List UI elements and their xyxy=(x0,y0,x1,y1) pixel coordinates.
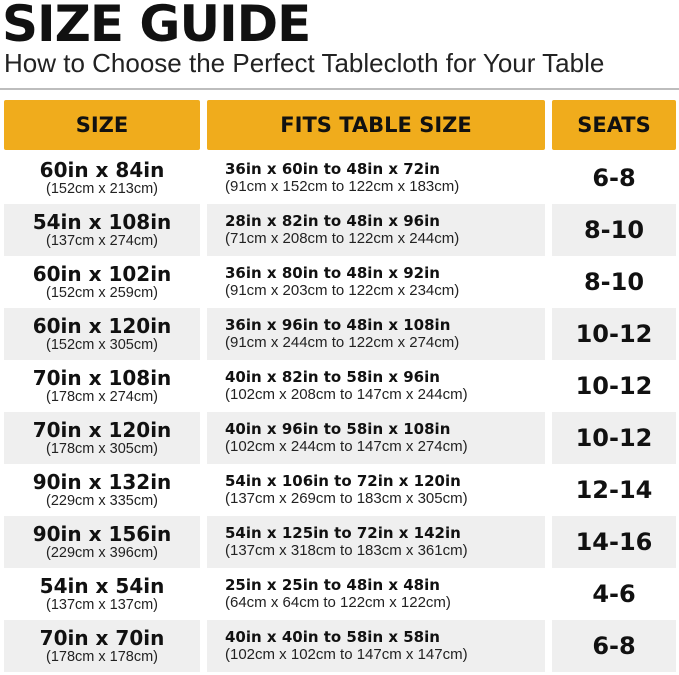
seats-cell: 6-8 xyxy=(552,152,676,204)
size-cell: 70in x 70in (178cm x 178cm) xyxy=(4,620,200,672)
size-cm: (178cm x 274cm) xyxy=(45,388,158,405)
fits-cell: 25in x 25in to 48in x 48in (64cm x 64cm … xyxy=(207,568,545,620)
seats-cell: 8-10 xyxy=(552,204,676,256)
seats-value: 4-6 xyxy=(592,580,636,608)
seats-cell: 10-12 xyxy=(552,412,676,464)
size-inches: 60in x 102in xyxy=(32,261,172,286)
fits-inches: 25in x 25in to 48in x 48in xyxy=(225,576,440,594)
fits-cm: (102cm x 208cm to 147cm x 244cm) xyxy=(225,386,468,403)
fits-cell: 54in x 106in to 72in x 120in (137cm x 26… xyxy=(207,464,545,516)
seats-cell: 10-12 xyxy=(552,308,676,360)
size-inches: 54in x 54in xyxy=(39,573,165,598)
fits-cm: (64cm x 64cm to 122cm x 122cm) xyxy=(225,594,451,611)
seats-value: 8-10 xyxy=(583,216,645,244)
seats-value: 10-12 xyxy=(575,372,653,400)
fits-cm: (102cm x 102cm to 147cm x 147cm) xyxy=(225,646,468,663)
size-inches: 90in x 156in xyxy=(32,521,172,546)
size-cell: 70in x 120in (178cm x 305cm) xyxy=(4,412,200,464)
table-row: 90in x 132in (229cm x 335cm) 54in x 106i… xyxy=(4,464,676,516)
table-row: 70in x 108in (178cm x 274cm) 40in x 82in… xyxy=(4,360,676,412)
size-cm: (152cm x 305cm) xyxy=(45,336,158,353)
header-size: SIZE xyxy=(4,100,200,150)
page-title: SIZE GUIDE xyxy=(2,0,311,53)
fits-cm: (137cm x 318cm to 183cm x 361cm) xyxy=(225,542,468,559)
fits-cell: 40in x 82in to 58in x 96in (102cm x 208c… xyxy=(207,360,545,412)
table-row: 60in x 120in (152cm x 305cm) 36in x 96in… xyxy=(4,308,676,360)
table-row: 60in x 102in (152cm x 259cm) 36in x 80in… xyxy=(4,256,676,308)
header-seats: SEATS xyxy=(552,100,676,150)
table-row: 54in x 108in (137cm x 274cm) 28in x 82in… xyxy=(4,204,676,256)
fits-inches: 36in x 60in to 48in x 72in xyxy=(225,160,440,178)
seats-cell: 10-12 xyxy=(552,360,676,412)
table-row: 70in x 120in (178cm x 305cm) 40in x 96in… xyxy=(4,412,676,464)
size-cm: (152cm x 213cm) xyxy=(45,180,158,197)
seats-cell: 6-8 xyxy=(552,620,676,672)
fits-cell: 40in x 40in to 58in x 58in (102cm x 102c… xyxy=(207,620,545,672)
seats-value: 8-10 xyxy=(583,268,645,296)
fits-cell: 54in x 125in to 72in x 142in (137cm x 31… xyxy=(207,516,545,568)
size-table: SIZE FITS TABLE SIZE SEATS 60in x 84in (… xyxy=(4,100,676,672)
size-cm: (152cm x 259cm) xyxy=(45,284,158,301)
fits-cell: 28in x 82in to 48in x 96in (71cm x 208cm… xyxy=(207,204,545,256)
size-cm: (137cm x 274cm) xyxy=(45,232,158,249)
size-cell: 90in x 156in (229cm x 396cm) xyxy=(4,516,200,568)
size-inches: 70in x 108in xyxy=(32,365,172,390)
divider xyxy=(0,88,679,90)
fits-cm: (91cm x 152cm to 122cm x 183cm) xyxy=(225,178,460,195)
page-subtitle: How to Choose the Perfect Tablecloth for… xyxy=(4,48,605,78)
size-cell: 70in x 108in (178cm x 274cm) xyxy=(4,360,200,412)
size-inches: 70in x 120in xyxy=(32,417,172,442)
table-header: SIZE FITS TABLE SIZE SEATS xyxy=(4,100,676,150)
size-cell: 90in x 132in (229cm x 335cm) xyxy=(4,464,200,516)
seats-value: 10-12 xyxy=(575,424,653,452)
fits-inches: 40in x 40in to 58in x 58in xyxy=(225,628,440,646)
fits-inches: 40in x 96in to 58in x 108in xyxy=(225,420,451,438)
seats-value: 6-8 xyxy=(592,164,636,192)
table-row: 70in x 70in (178cm x 178cm) 40in x 40in … xyxy=(4,620,676,672)
size-cm: (229cm x 396cm) xyxy=(45,544,158,561)
table-row: 54in x 54in (137cm x 137cm) 25in x 25in … xyxy=(4,568,676,620)
size-inches: 90in x 132in xyxy=(32,469,172,494)
fits-cell: 36in x 96in to 48in x 108in (91cm x 244c… xyxy=(207,308,545,360)
seats-cell: 8-10 xyxy=(552,256,676,308)
seats-cell: 4-6 xyxy=(552,568,676,620)
size-inches: 70in x 70in xyxy=(39,625,165,650)
size-cell: 54in x 54in (137cm x 137cm) xyxy=(4,568,200,620)
fits-cm: (137cm x 269cm to 183cm x 305cm) xyxy=(225,490,468,507)
size-cell: 60in x 102in (152cm x 259cm) xyxy=(4,256,200,308)
size-cell: 60in x 120in (152cm x 305cm) xyxy=(4,308,200,360)
size-cm: (178cm x 305cm) xyxy=(45,440,158,457)
fits-cm: (91cm x 244cm to 122cm x 274cm) xyxy=(225,334,460,351)
fits-cell: 36in x 80in to 48in x 92in (91cm x 203cm… xyxy=(207,256,545,308)
fits-inches: 54in x 106in to 72in x 120in xyxy=(225,472,461,490)
size-cm: (178cm x 178cm) xyxy=(45,648,158,665)
fits-inches: 54in x 125in to 72in x 142in xyxy=(225,524,461,542)
fits-inches: 36in x 80in to 48in x 92in xyxy=(225,264,440,282)
fits-cm: (91cm x 203cm to 122cm x 234cm) xyxy=(225,282,460,299)
size-cell: 54in x 108in (137cm x 274cm) xyxy=(4,204,200,256)
size-inches: 60in x 84in xyxy=(39,157,165,182)
seats-cell: 12-14 xyxy=(552,464,676,516)
table-row: 60in x 84in (152cm x 213cm) 36in x 60in … xyxy=(4,152,676,204)
size-inches: 60in x 120in xyxy=(32,313,172,338)
seats-value: 6-8 xyxy=(592,632,636,660)
seats-value: 14-16 xyxy=(575,528,653,556)
fits-cell: 36in x 60in to 48in x 72in (91cm x 152cm… xyxy=(207,152,545,204)
fits-inches: 36in x 96in to 48in x 108in xyxy=(225,316,451,334)
seats-value: 10-12 xyxy=(575,320,653,348)
fits-cell: 40in x 96in to 58in x 108in (102cm x 244… xyxy=(207,412,545,464)
fits-cm: (102cm x 244cm to 147cm x 274cm) xyxy=(225,438,468,455)
size-cm: (137cm x 137cm) xyxy=(45,596,158,613)
header-fits: FITS TABLE SIZE xyxy=(207,100,545,150)
seats-value: 12-14 xyxy=(575,476,653,504)
size-cell: 60in x 84in (152cm x 213cm) xyxy=(4,152,200,204)
fits-inches: 40in x 82in to 58in x 96in xyxy=(225,368,440,386)
size-inches: 54in x 108in xyxy=(32,209,172,234)
fits-inches: 28in x 82in to 48in x 96in xyxy=(225,212,440,230)
table-row: 90in x 156in (229cm x 396cm) 54in x 125i… xyxy=(4,516,676,568)
seats-cell: 14-16 xyxy=(552,516,676,568)
fits-cm: (71cm x 208cm to 122cm x 244cm) xyxy=(225,230,460,247)
size-cm: (229cm x 335cm) xyxy=(45,492,158,509)
